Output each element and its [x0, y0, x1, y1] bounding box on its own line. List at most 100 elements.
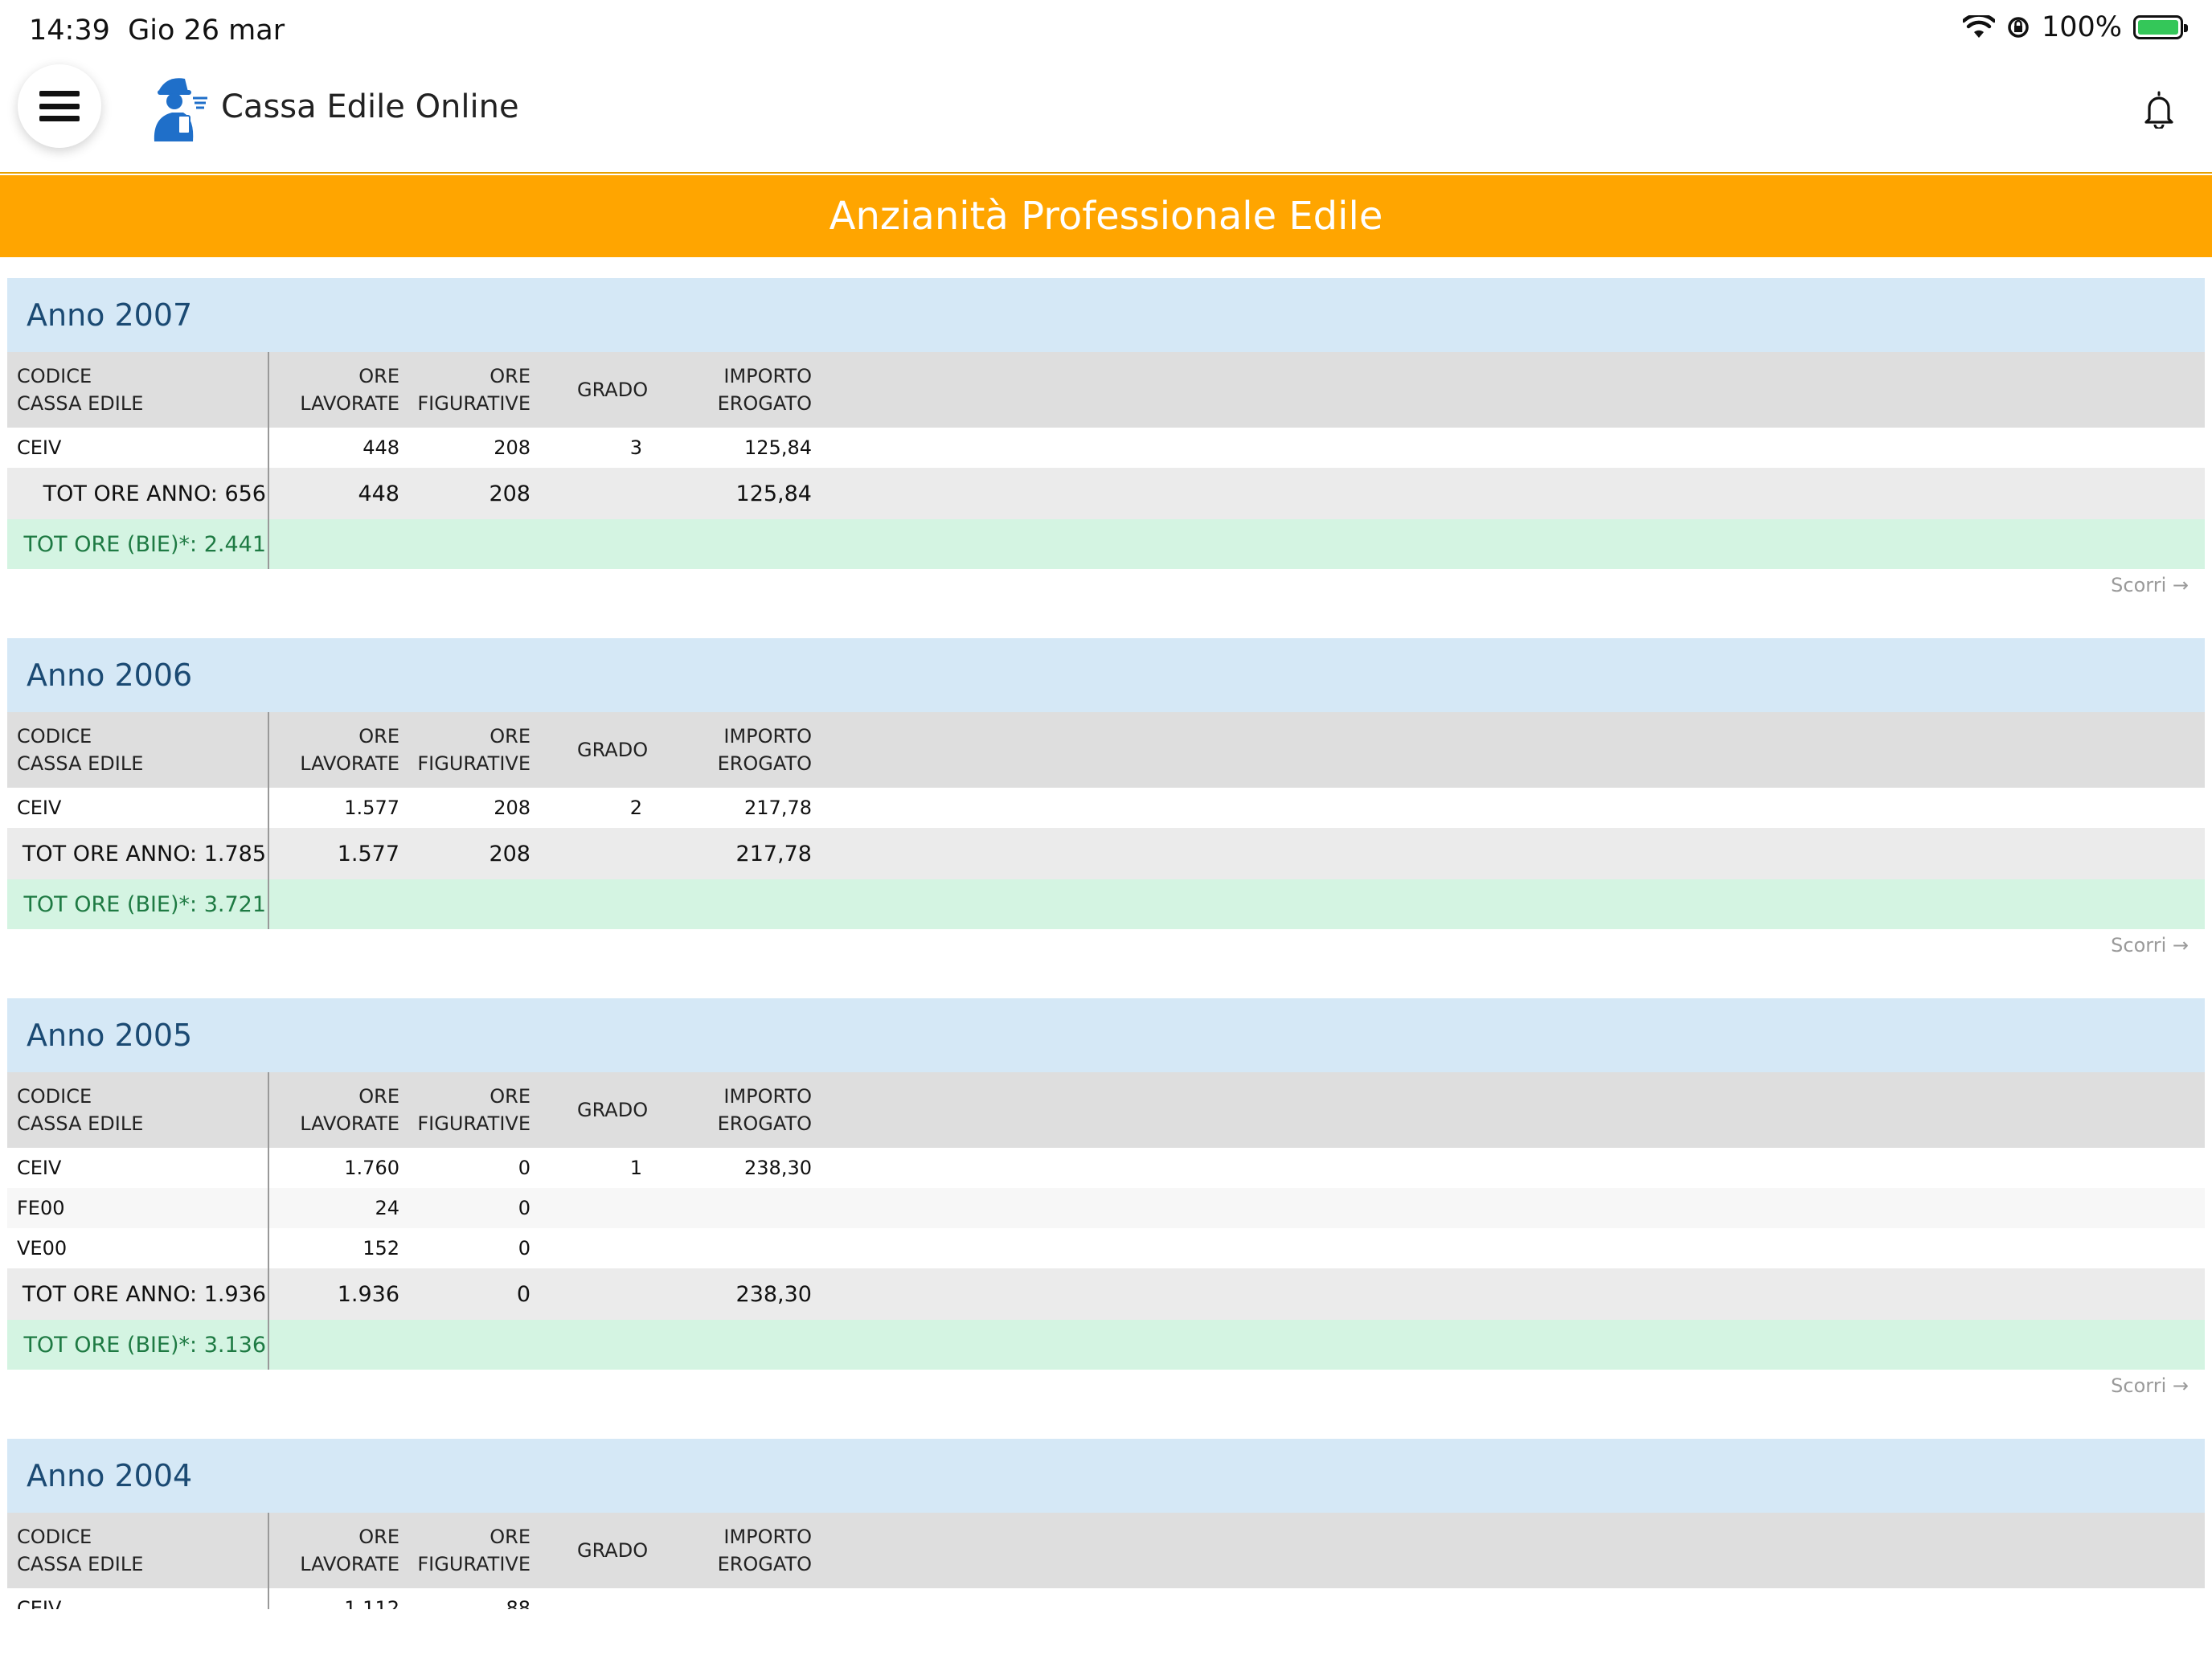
col-fig-1: ORE: [490, 1085, 530, 1108]
total-row: TOT ORE ANNO: 1.785 1.577 208 217,78: [7, 828, 2205, 879]
cell-importo: 217,78: [744, 797, 812, 819]
total-label: TOT ORE ANNO: 656: [43, 481, 266, 506]
table-header: CODICE CASSA EDILE ORE LAVORATE ORE FIGURAT…: [7, 712, 2205, 788]
cell-grado: 3: [629, 436, 642, 459]
section-title: Anno 2006: [7, 638, 2205, 712]
col-fig-2: FIGURATIVE: [417, 752, 530, 775]
bie-total-row: TOT ORE (BIE)*: 3.136: [7, 1320, 2205, 1370]
status-time-date: 14:39 Gio 26 mar: [29, 14, 285, 47]
cell-ore-lavorate: 1.577: [344, 797, 399, 819]
total-importo: 125,84: [735, 481, 812, 506]
col-codice-2: CASSA EDILE: [17, 1112, 144, 1135]
table-row: CEIV 1.760 0 1 238,30: [7, 1148, 2205, 1188]
table-row: CEIV 448 208 3 125,84: [7, 428, 2205, 468]
total-ore-figurative: 208: [489, 481, 530, 506]
cell-importo: 125,84: [744, 436, 812, 459]
orientation-lock-icon: [2008, 17, 2029, 38]
status-bar: 14:39 Gio 26 mar 100%: [0, 0, 2212, 64]
cell-ore-figurative: 0: [518, 1197, 530, 1219]
col-fig-2: FIGURATIVE: [417, 392, 530, 415]
cell-ore-figurative: 208: [494, 797, 530, 819]
battery-icon: [2133, 15, 2188, 39]
bie-total-label: TOT ORE (BIE)*: 2.441: [23, 531, 266, 557]
col-codice-1: CODICE: [17, 365, 92, 387]
status-right: 100%: [1962, 11, 2188, 43]
scroll-hint[interactable]: Scorri →: [2111, 1374, 2189, 1397]
hamburger-icon: [39, 91, 80, 121]
cell-importo: 238,30: [744, 1157, 812, 1179]
col-fig-1: ORE: [490, 365, 530, 387]
total-importo: 238,30: [735, 1281, 812, 1307]
col-imp-1: IMPORTO: [723, 1085, 812, 1108]
col-lav-2: LAVORATE: [300, 1112, 399, 1135]
scroll-hint[interactable]: Scorri →: [2111, 934, 2189, 956]
cell-code: CEIV: [17, 797, 62, 819]
cell-ore-figurative: 0: [518, 1237, 530, 1260]
col-imp-2: EROGATO: [717, 1112, 812, 1135]
notification-bell-icon[interactable]: [2143, 90, 2175, 129]
total-ore-figurative: 0: [516, 1281, 530, 1307]
col-codice-2: CASSA EDILE: [17, 392, 144, 415]
col-lav-1: ORE: [358, 1526, 399, 1548]
table-header: CODICE CASSA EDILE ORE LAVORATE ORE FIGURAT…: [7, 352, 2205, 428]
total-label: TOT ORE ANNO: 1.785: [22, 841, 266, 866]
total-ore-lavorate: 448: [358, 481, 399, 506]
year-section-2005: Anno 2005 CODICE CASSA EDILE ORE LAVORATE …: [7, 998, 2205, 1397]
col-grado: GRADO: [577, 739, 649, 761]
bie-total-label: TOT ORE (BIE)*: 3.721: [23, 891, 266, 917]
col-grado: GRADO: [577, 1539, 649, 1562]
col-grado: GRADO: [577, 379, 649, 401]
year-section-2004: Anno 2004 CODICE CASSA EDILE ORE LAVORATE …: [7, 1439, 2205, 1609]
total-row: TOT ORE ANNO: 1.936 1.936 0 238,30: [7, 1268, 2205, 1320]
section-title: Anno 2005: [7, 998, 2205, 1072]
total-ore-figurative: 208: [489, 841, 530, 866]
cell-ore-lavorate: 1.760: [344, 1157, 399, 1179]
col-codice-2: CASSA EDILE: [17, 752, 144, 775]
cell-ore-figurative: 0: [518, 1157, 530, 1179]
table-row: FE00 24 0: [7, 1188, 2205, 1228]
total-label: TOT ORE ANNO: 1.936: [22, 1281, 266, 1307]
col-codice-2: CASSA EDILE: [17, 1553, 144, 1575]
table-header: CODICE CASSA EDILE ORE LAVORATE ORE FIGURAT…: [7, 1072, 2205, 1148]
section-title: Anno 2007: [7, 278, 2205, 352]
bie-total-label: TOT ORE (BIE)*: 3.136: [23, 1332, 266, 1358]
year-section-2007: Anno 2007 CODICE CASSA EDILE ORE LAVORATE …: [7, 278, 2205, 596]
cell-code: VE00: [17, 1237, 68, 1260]
col-codice-1: CODICE: [17, 725, 92, 748]
col-imp-2: EROGATO: [717, 752, 812, 775]
bie-total-row: TOT ORE (BIE)*: 2.441: [7, 519, 2205, 569]
worker-logo-icon: [154, 78, 207, 141]
bie-total-row: TOT ORE (BIE)*: 3.721: [7, 879, 2205, 929]
menu-button[interactable]: [18, 64, 101, 148]
col-lav-2: LAVORATE: [300, 1553, 399, 1575]
col-fig-1: ORE: [490, 1526, 530, 1548]
col-lav-1: ORE: [358, 1085, 399, 1108]
table-header: CODICE CASSA EDILE ORE LAVORATE ORE FIGURAT…: [7, 1513, 2205, 1588]
col-fig-2: FIGURATIVE: [417, 1112, 530, 1135]
total-ore-lavorate: 1.577: [337, 841, 399, 866]
col-imp-2: EROGATO: [717, 392, 812, 415]
col-fig-1: ORE: [490, 725, 530, 748]
cell-code: CEIV: [17, 436, 62, 459]
battery-percent: 100%: [2041, 11, 2122, 43]
col-imp-1: IMPORTO: [723, 1526, 812, 1548]
cell-code: FE00: [17, 1197, 65, 1219]
col-lav-1: ORE: [358, 365, 399, 387]
page-title-banner: Anzianità Professionale Edile: [0, 175, 2212, 257]
col-imp-1: IMPORTO: [723, 725, 812, 748]
col-grado: GRADO: [577, 1099, 649, 1121]
cell-code: CEIV: [17, 1157, 62, 1179]
cell-ore-lavorate: 24: [375, 1197, 399, 1219]
cell-ore-figurative: 88: [506, 1597, 530, 1609]
table-row: VE00 152 0: [7, 1228, 2205, 1268]
app-header: Cassa Edile Online: [0, 64, 2212, 174]
cell-ore-figurative: 208: [494, 436, 530, 459]
scroll-hint[interactable]: Scorri →: [2111, 574, 2189, 596]
col-lav-1: ORE: [358, 725, 399, 748]
cell-ore-lavorate: 448: [363, 436, 399, 459]
col-lav-2: LAVORATE: [300, 752, 399, 775]
cell-ore-lavorate: 152: [363, 1237, 399, 1260]
total-ore-lavorate: 1.936: [337, 1281, 399, 1307]
app-title: Cassa Edile Online: [221, 88, 519, 125]
year-section-2006: Anno 2006 CODICE CASSA EDILE ORE LAVORATE …: [7, 638, 2205, 956]
